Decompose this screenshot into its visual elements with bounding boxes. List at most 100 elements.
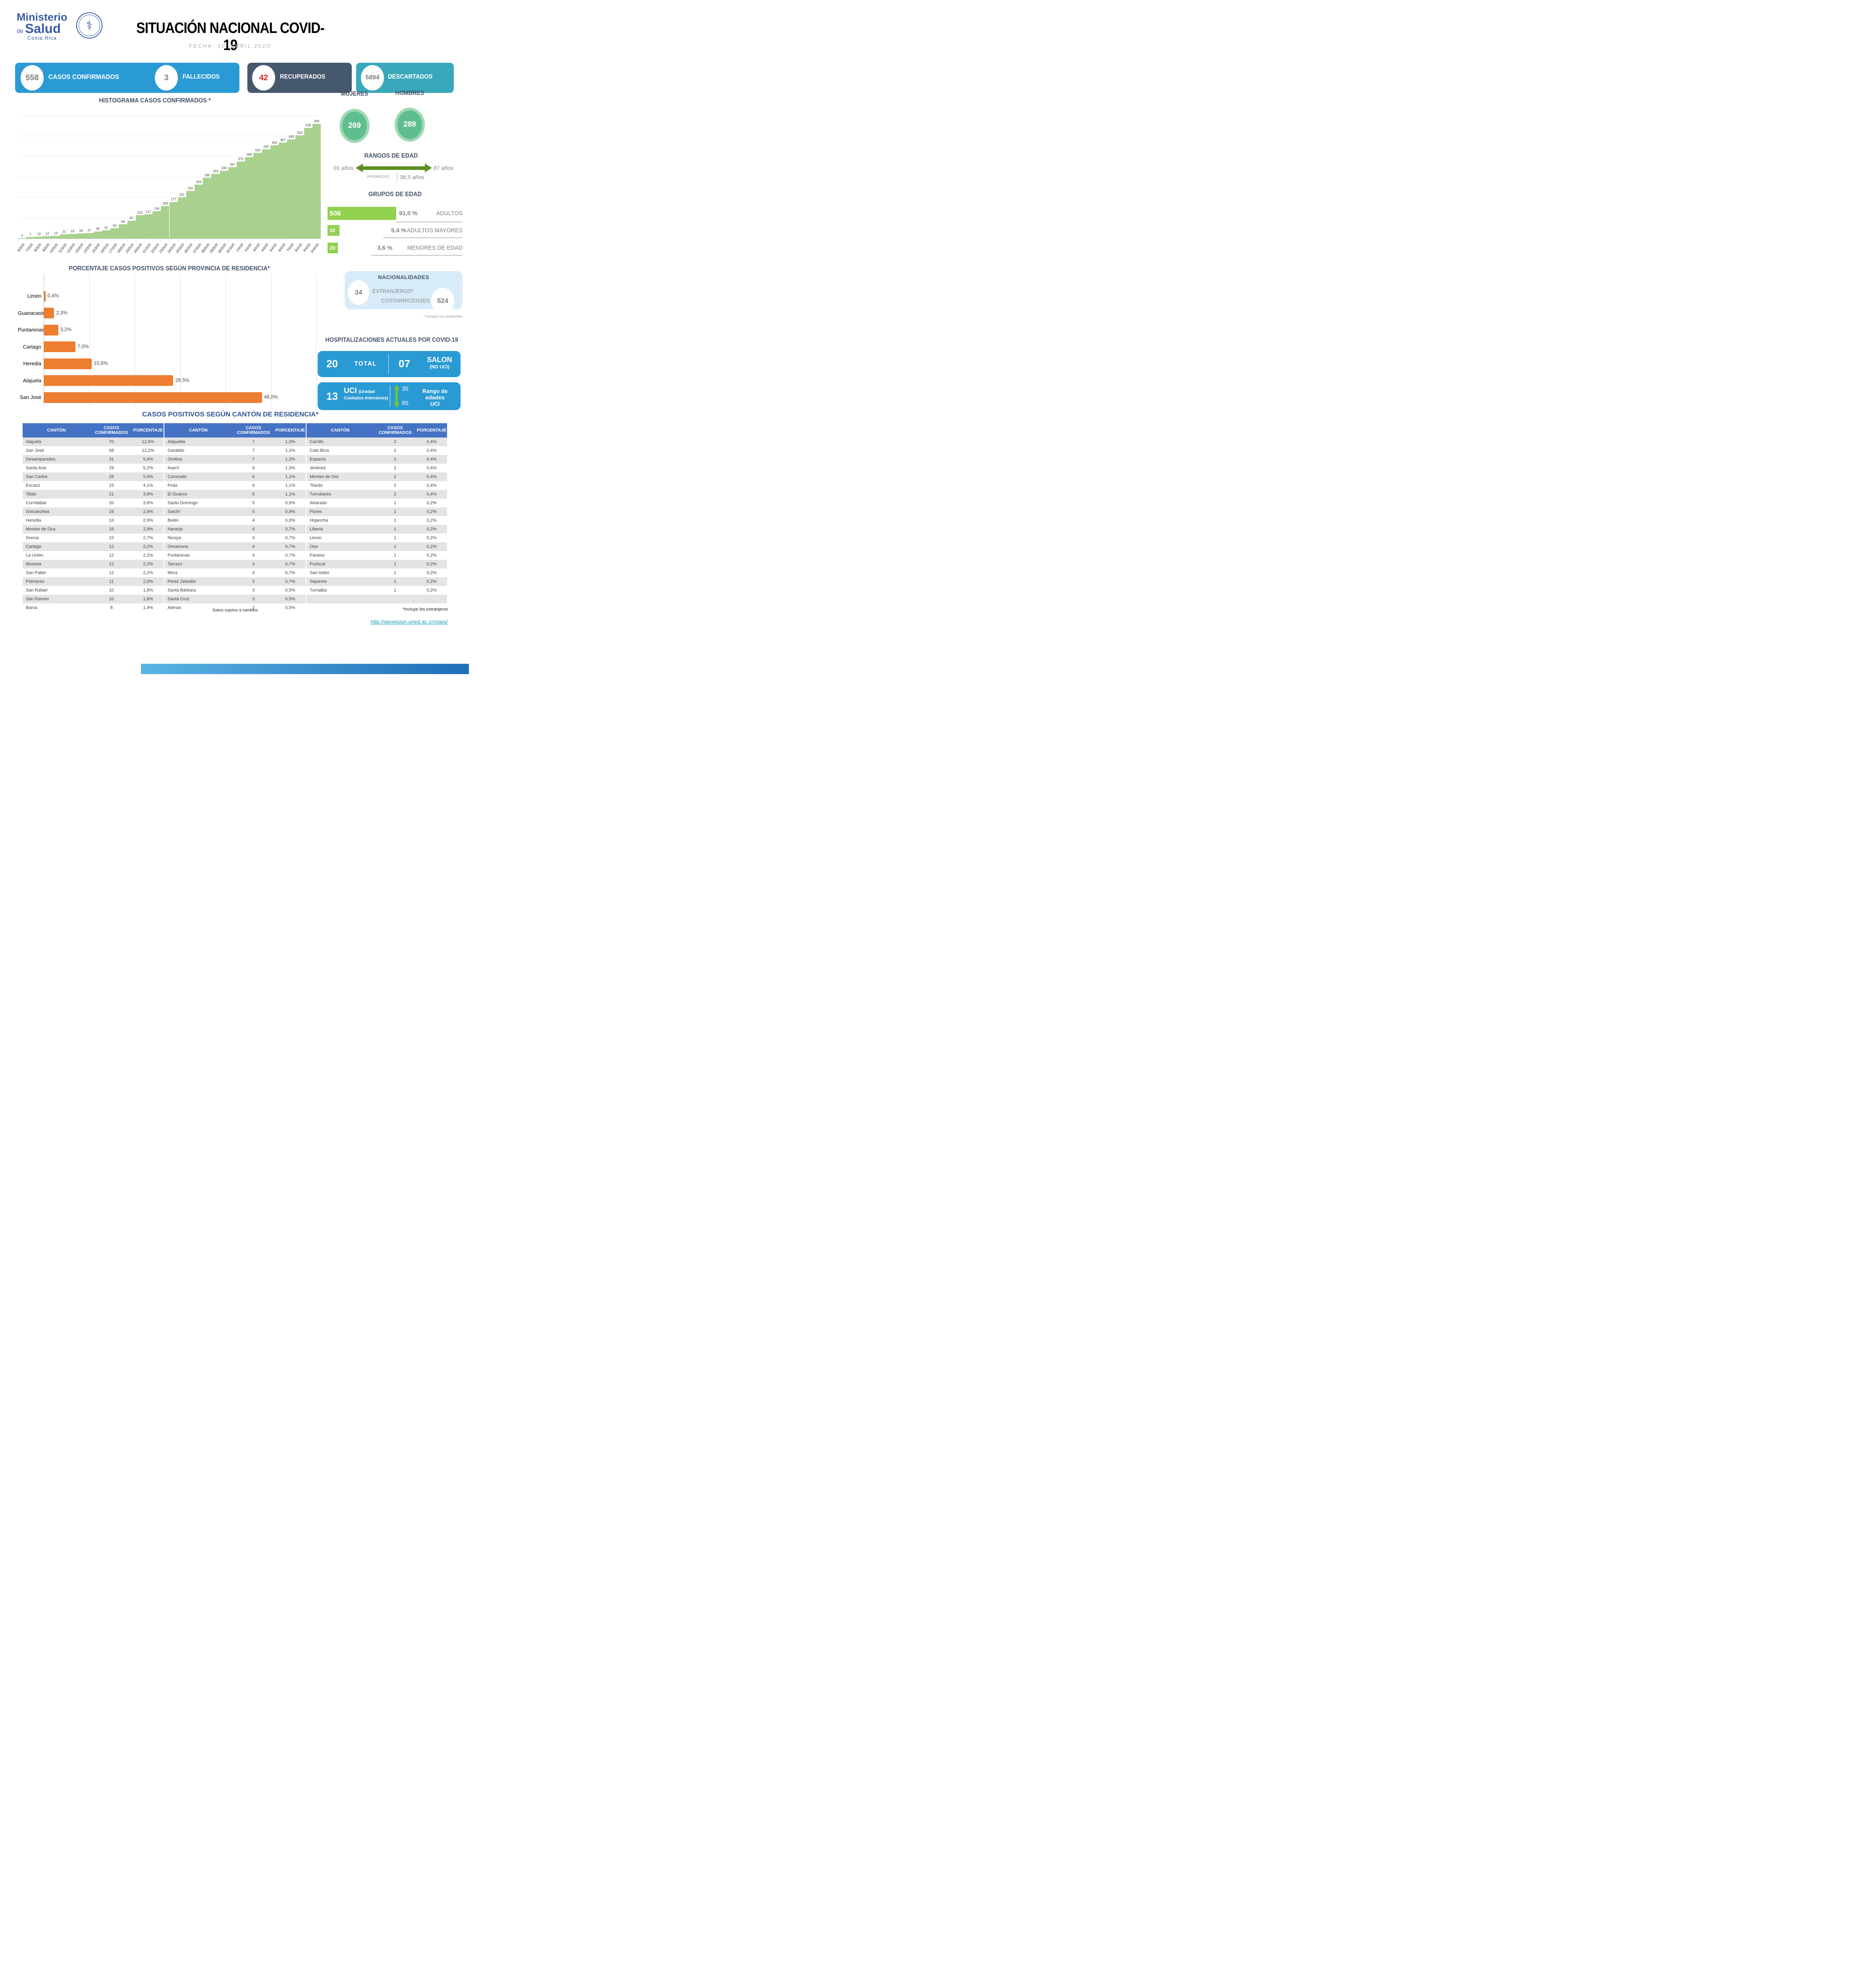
bar-value-label: 539 (305, 123, 311, 127)
bar-value-label: 483 (289, 135, 294, 139)
table-cell: 1 (393, 562, 397, 567)
costarricenses-label: COSTARRICENSES (381, 297, 430, 304)
table-header-cell: PORCENTAJE (416, 428, 447, 433)
nacionalidades-title: NACIONALIDADES (378, 274, 430, 280)
table-cell: El Guarco (168, 492, 187, 497)
table-cell: 1,4% (143, 605, 153, 610)
table-cell: 2 (393, 474, 397, 479)
provincia-title: PORCENTAJE CASOS POSITIVOS SEGÚN PROVINC… (69, 265, 270, 272)
geovision-link[interactable]: http://geovision.uned.ac.cr/oges/ (370, 619, 448, 625)
bar-value-label: 231 (187, 187, 193, 191)
table-row: Siquirres 1 0,2% (307, 577, 447, 586)
uci-age-arrow (395, 389, 398, 404)
ministry-seal-icon: ⚕ (76, 12, 102, 39)
table-row: San Ramón 10 1,8% (23, 595, 164, 603)
histogram-bar (35, 236, 43, 239)
canton-table: CANTÓN CASOS CONFIRMADOS PORCENTAJE Alajuel… (23, 423, 164, 612)
table-cell: 2,2% (143, 570, 153, 575)
table-cell: Limon (310, 536, 322, 540)
table-row: El Guarco 5 1,1% (164, 490, 306, 499)
table-cell: 0,4% (426, 483, 437, 488)
table-cell: 0,7% (285, 527, 295, 532)
hosp-uci-block: UCI (Unidad Cuidados Intensivos) (344, 386, 388, 401)
table-row: Hojancha 1 0,2% (307, 516, 447, 525)
table-cell: Mora (168, 570, 178, 575)
table-cell: San Carlos (26, 474, 48, 479)
table-cell: 4 (252, 536, 255, 540)
table-cell: 0,2% (426, 501, 437, 505)
table-row: Escazú 23 4,1% (23, 481, 164, 490)
table-row: Alajuela 70 12,5% (23, 437, 164, 446)
table-cell: Alajuelita (168, 439, 185, 444)
hosp-salon-sub: (NO UCI) (430, 364, 449, 370)
table-cell: Turrialba (310, 588, 327, 593)
table-cell: San Pablo (26, 570, 46, 575)
table-cell: 0,2% (426, 562, 437, 567)
provincia-value: 28,5% (175, 377, 189, 383)
table-row: Goicoechea 16 2,9% (23, 507, 164, 516)
hosp-uci-label: UCI (344, 387, 357, 395)
table-cell: 7 (252, 448, 255, 453)
histogram-bar (295, 135, 304, 239)
table-cell: 8 (110, 605, 113, 610)
note-extranjeros: *Incluye los extranjeros (403, 607, 448, 612)
histogram-bar (211, 174, 220, 239)
provincia-bar (44, 341, 76, 352)
histogram-date-labels: 6/3/20 7/3/20 8/3/20 9/3/20 10/3/20 11/3/20 12… (16, 241, 321, 266)
table-cell: Montes de Oro (310, 474, 339, 479)
bar-value-label: 314 (213, 170, 218, 173)
table-cell: 1,3% (285, 466, 295, 470)
table-cell: 0,4% (426, 466, 437, 470)
nacionalidades-panel: NACIONALIDADES 34 EXTRANJEROS* COSTARRIC… (345, 271, 463, 314)
uci-age-min: 35 (402, 385, 409, 392)
table-cell: Grecia (26, 536, 39, 540)
table-cell: Garabito (168, 448, 185, 453)
table-cell: 23 (109, 483, 114, 488)
table-row: Palmares 11 2,0% (23, 577, 164, 586)
bar-value-label: 69 (121, 220, 125, 224)
table-cell: 0,2% (426, 553, 437, 558)
table-cell: Jiménez (310, 466, 326, 470)
table-cell: 0,7% (285, 562, 295, 567)
hosp-salon-label: SALON (427, 356, 452, 364)
table-header: CANTÓN CASOS CONFIRMADOS PORCENTAJE (23, 423, 164, 437)
table-cell: 29 (109, 466, 114, 470)
table-cell: 12,2% (142, 448, 154, 453)
table-cell: Cartago (26, 544, 42, 549)
bar-value-label: 435 (263, 145, 269, 148)
grupo-bar: 20 (328, 243, 338, 253)
table-cell: Coronado (168, 474, 187, 479)
table-cell: 5 (252, 501, 255, 505)
bar-value-label: 87 (129, 216, 133, 220)
grupo-underline (383, 237, 463, 238)
table-cell: 3,8% (143, 492, 153, 497)
table-cell: 4 (252, 527, 255, 532)
table-cell: 0,5% (285, 588, 295, 593)
histogram-bar (85, 233, 94, 239)
table-cell: 0,5% (285, 605, 295, 610)
bar-value-label: 396 (247, 152, 252, 156)
table-cell: Flores (310, 509, 322, 514)
table-cell: 2,9% (143, 527, 153, 532)
provincia-label: Cartago (23, 343, 41, 350)
table-cell: Turrubares (310, 492, 331, 497)
table-cell: 7 (252, 457, 255, 462)
table-cell: Sarchí (168, 509, 180, 514)
table-cell: 7 (252, 439, 255, 444)
table-header-cell: PORCENTAJE (275, 428, 305, 433)
table-cell: 0,2% (426, 518, 437, 523)
table-cell: Tarrazú (168, 562, 182, 567)
table-row: Santa Bárbara 3 0,5% (164, 586, 306, 595)
table-row: Liberia 1 0,2% (307, 525, 447, 534)
table-cell: 1 (393, 579, 397, 584)
table-row: Puntarenas 4 0,7% (164, 551, 306, 560)
histogram-title: HISTOGRAMA CASOS CONFIRMADOS * (99, 97, 211, 104)
bar-value-label: 41 (104, 225, 108, 229)
table-cell: Carrillo (310, 439, 324, 444)
gridline (18, 156, 321, 157)
table-cell: 6 (252, 483, 255, 488)
table-cell: 2,7% (143, 536, 153, 540)
table-cell: 2 (393, 492, 397, 497)
table-cell: Siquirres (310, 579, 327, 584)
table-row: Flores 1 0,2% (307, 507, 447, 516)
